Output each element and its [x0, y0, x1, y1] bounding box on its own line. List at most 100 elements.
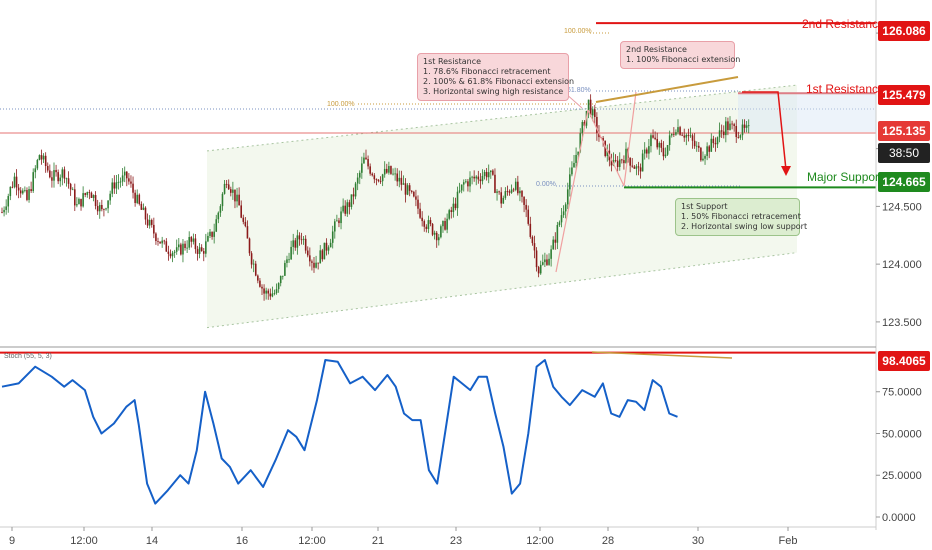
- candle-body: [668, 135, 671, 146]
- candle-body: [415, 196, 417, 200]
- second-resistance-tag: 126.086: [878, 21, 930, 41]
- candle-body: [40, 155, 43, 160]
- candle-body: [440, 226, 442, 238]
- candle-body: [386, 168, 388, 173]
- candle-body: [321, 250, 324, 260]
- candle-body: [55, 170, 57, 173]
- candle-body: [458, 190, 461, 192]
- candle-body: [471, 176, 473, 178]
- candle-body: [225, 183, 228, 185]
- candle-body: [240, 205, 242, 218]
- candle-body: [643, 149, 646, 154]
- candle-body: [261, 286, 263, 289]
- level-lines: [0, 22, 876, 189]
- candle-body: [98, 204, 101, 212]
- candle-body: [537, 267, 540, 274]
- candle-body: [517, 181, 519, 194]
- candle-body: [490, 170, 492, 173]
- price-tick-label: 124.500: [882, 201, 922, 213]
- first-resistance-note: 1st Resistance 1. 78.6% Fibonacci retrac…: [417, 53, 574, 101]
- candle-body: [367, 159, 369, 167]
- candle-body: [126, 171, 128, 179]
- candle-body: [167, 251, 170, 254]
- candle-body: [552, 239, 554, 250]
- candle-body: [402, 183, 405, 185]
- candle-body: [117, 181, 120, 183]
- candle-body: [363, 157, 365, 164]
- candle-body: [142, 207, 145, 210]
- candle-body: [282, 275, 284, 277]
- candle-body: [302, 238, 305, 240]
- candle-body: [637, 166, 640, 168]
- candle-body: [550, 249, 552, 259]
- price-channel: [206, 84, 798, 329]
- candle-body: [604, 140, 606, 157]
- candle-body: [123, 171, 126, 176]
- candle-body: [494, 174, 496, 193]
- candle-body: [444, 221, 446, 230]
- candle-body: [679, 127, 681, 135]
- candle-body: [656, 139, 658, 148]
- candle-body: [284, 262, 286, 276]
- candle-body: [731, 123, 733, 125]
- candle-body: [13, 176, 16, 187]
- candle-body: [558, 222, 561, 225]
- forecast-arrow-head: [781, 166, 791, 176]
- candle-body: [581, 121, 584, 134]
- candle-body: [19, 190, 22, 194]
- time-tick-label: 14: [146, 535, 158, 547]
- stoch-tick-label: 50.0000: [882, 428, 922, 440]
- candle-body: [115, 182, 118, 189]
- candle-body: [460, 184, 463, 191]
- candle-body: [433, 232, 436, 235]
- candle-body: [257, 275, 259, 281]
- candle-body: [473, 176, 475, 179]
- candle-body: [648, 146, 650, 154]
- note-title: 2nd Resistance: [626, 45, 687, 54]
- candle-body: [74, 189, 76, 206]
- candle-body: [1, 212, 3, 213]
- candle-body: [232, 189, 234, 193]
- major-support-label: Major Support: [807, 170, 883, 184]
- candle-body: [641, 153, 644, 172]
- candle-body: [82, 193, 84, 207]
- candle-body: [683, 135, 686, 138]
- candle-body: [105, 208, 107, 210]
- candle-body: [36, 159, 39, 169]
- candle-body: [150, 219, 153, 225]
- stochastic-series: [0, 351, 876, 505]
- candle-body: [49, 170, 51, 178]
- candle-body: [625, 148, 627, 164]
- time-tick-label: 23: [450, 535, 462, 547]
- candle-body: [506, 191, 509, 192]
- candle-body: [184, 243, 186, 248]
- candle-body: [660, 142, 663, 148]
- candle-body: [44, 155, 47, 167]
- candle-body: [417, 199, 419, 209]
- candle-body: [498, 191, 500, 193]
- candle-body: [425, 226, 428, 229]
- candle-body: [246, 226, 249, 239]
- candle-body: [702, 158, 704, 161]
- candle-body: [745, 125, 748, 128]
- candle-body: [689, 135, 692, 137]
- candle-body: [631, 165, 634, 167]
- time-tick-label: 12:00: [526, 535, 554, 547]
- time-tick-label: Feb: [779, 535, 798, 547]
- candle-body: [596, 116, 598, 133]
- candle-body: [128, 178, 130, 182]
- candle-body: [215, 219, 218, 232]
- candle-body: [188, 237, 190, 248]
- candle-body: [575, 154, 577, 163]
- candle-body: [331, 231, 334, 243]
- candle-body: [664, 154, 667, 157]
- candle-body: [475, 176, 478, 179]
- stoch-resistance-tag: 98.4065: [878, 351, 930, 371]
- candle-body: [725, 121, 727, 136]
- candle-body: [180, 244, 182, 255]
- candle-body: [369, 166, 371, 174]
- candle-body: [375, 179, 378, 181]
- candle-body: [556, 224, 559, 243]
- candle-body: [535, 250, 538, 268]
- time-tick-label: 21: [372, 535, 384, 547]
